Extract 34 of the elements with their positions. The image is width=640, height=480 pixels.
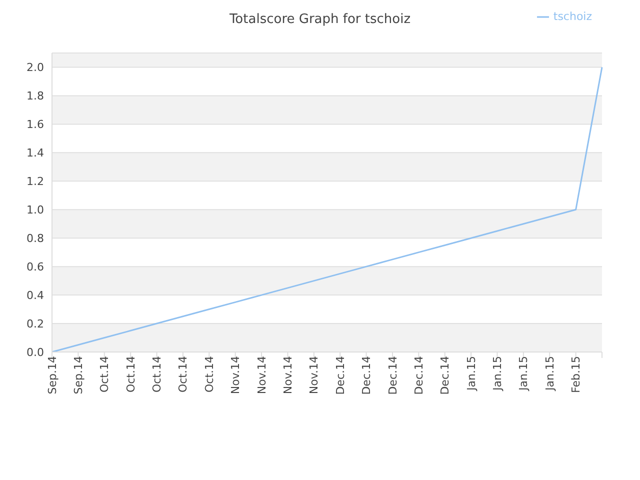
x-tick-label: Feb.15 [570,356,583,393]
y-tick-label: 1.6 [26,118,44,132]
y-tick-label: 1.4 [26,146,44,160]
y-tick-label: 0.6 [26,260,44,274]
x-tick-label: Dec.14 [386,356,400,395]
x-tick-label: Dec.14 [360,356,374,395]
x-tick-label: Dec.14 [438,356,452,395]
x-tick-label: Oct.14 [98,356,112,393]
y-tick-label: 1.8 [26,90,44,103]
chart-title: Totalscore Graph for tschoiz [229,12,411,27]
y-tick-label: 1.2 [26,175,44,188]
x-tick-label: Oct.14 [150,356,164,393]
y-tick-label: 2.0 [26,61,44,74]
x-tick-label: Nov.14 [308,356,321,394]
y-tick-label: 0.2 [26,317,44,330]
x-tick-label: Nov.14 [229,356,242,394]
y-tick-label: 0.8 [26,232,44,245]
y-tick-label: 0.4 [26,288,44,302]
x-tick-label: Oct.14 [176,356,190,393]
x-tick-label: Jan.15 [517,356,530,392]
x-tick-label: Jan.15 [491,356,504,392]
x-tick-label: Jan.15 [464,356,478,392]
y-tick-label: 0.0 [26,346,44,359]
x-tick-label: Dec.14 [334,356,347,395]
x-tick-label: Nov.14 [255,356,268,394]
x-tick-label: Dec.14 [412,356,426,395]
x-tick-label: Sep.14 [46,356,59,394]
x-tick-label: Oct.14 [124,356,138,393]
x-tick-label: Jan.15 [543,356,556,392]
legend-label: tschoiz [553,10,592,23]
y-tick-label: 1.0 [26,204,44,217]
x-tick-label: Oct.14 [202,356,216,393]
x-tick-label: Nov.14 [282,356,295,394]
x-tick-label: Sep.14 [72,356,85,394]
